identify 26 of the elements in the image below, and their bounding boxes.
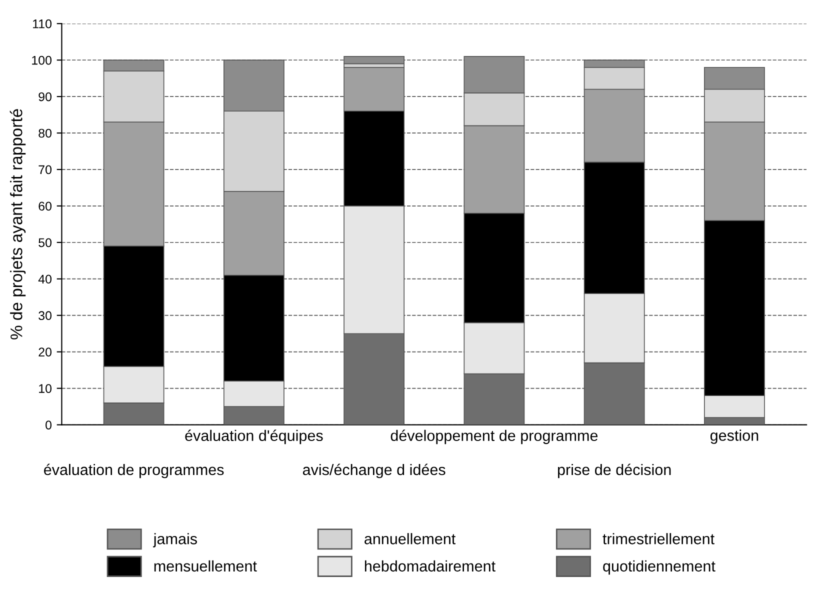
legend-label: jamais: [153, 533, 197, 548]
x-tick-label: avis/échange d idées: [302, 464, 446, 478]
y-tick-label: 60: [38, 202, 52, 211]
y-tick-label: 70: [38, 165, 52, 174]
y-tick-label: 50: [38, 238, 52, 248]
y-tick-label: 20: [38, 348, 52, 357]
x-tick-label: prise de décision: [558, 464, 671, 478]
x-tick-label: gestion: [710, 430, 758, 444]
y-tick-label: 30: [38, 311, 52, 320]
legend-label: trimestriellement: [602, 533, 714, 544]
y-tick-label: 0: [46, 420, 52, 430]
y-tick-label: 100: [32, 56, 52, 65]
legend-label: mensuellement: [154, 560, 257, 572]
y-axis-title: % de projets ayant fait rapporté: [10, 109, 26, 340]
y-tick-label: 90: [38, 92, 52, 102]
legend-label: annuellement: [364, 533, 456, 544]
y-tick-label: 40: [38, 274, 52, 284]
y-tick-label: 80: [38, 128, 52, 138]
legend-label: hebdomadairement: [364, 560, 496, 572]
y-tick-label: 110: [33, 19, 52, 28]
x-tick-label: évaluation d'équipes: [185, 430, 323, 444]
bar: [344, 56, 405, 64]
x-tick-label: développement de programme: [390, 430, 598, 444]
x-tick-label: évaluation de programmes: [44, 464, 224, 478]
legend-label: quotidiennement: [603, 560, 716, 575]
y-tick-label: 10: [39, 384, 52, 393]
